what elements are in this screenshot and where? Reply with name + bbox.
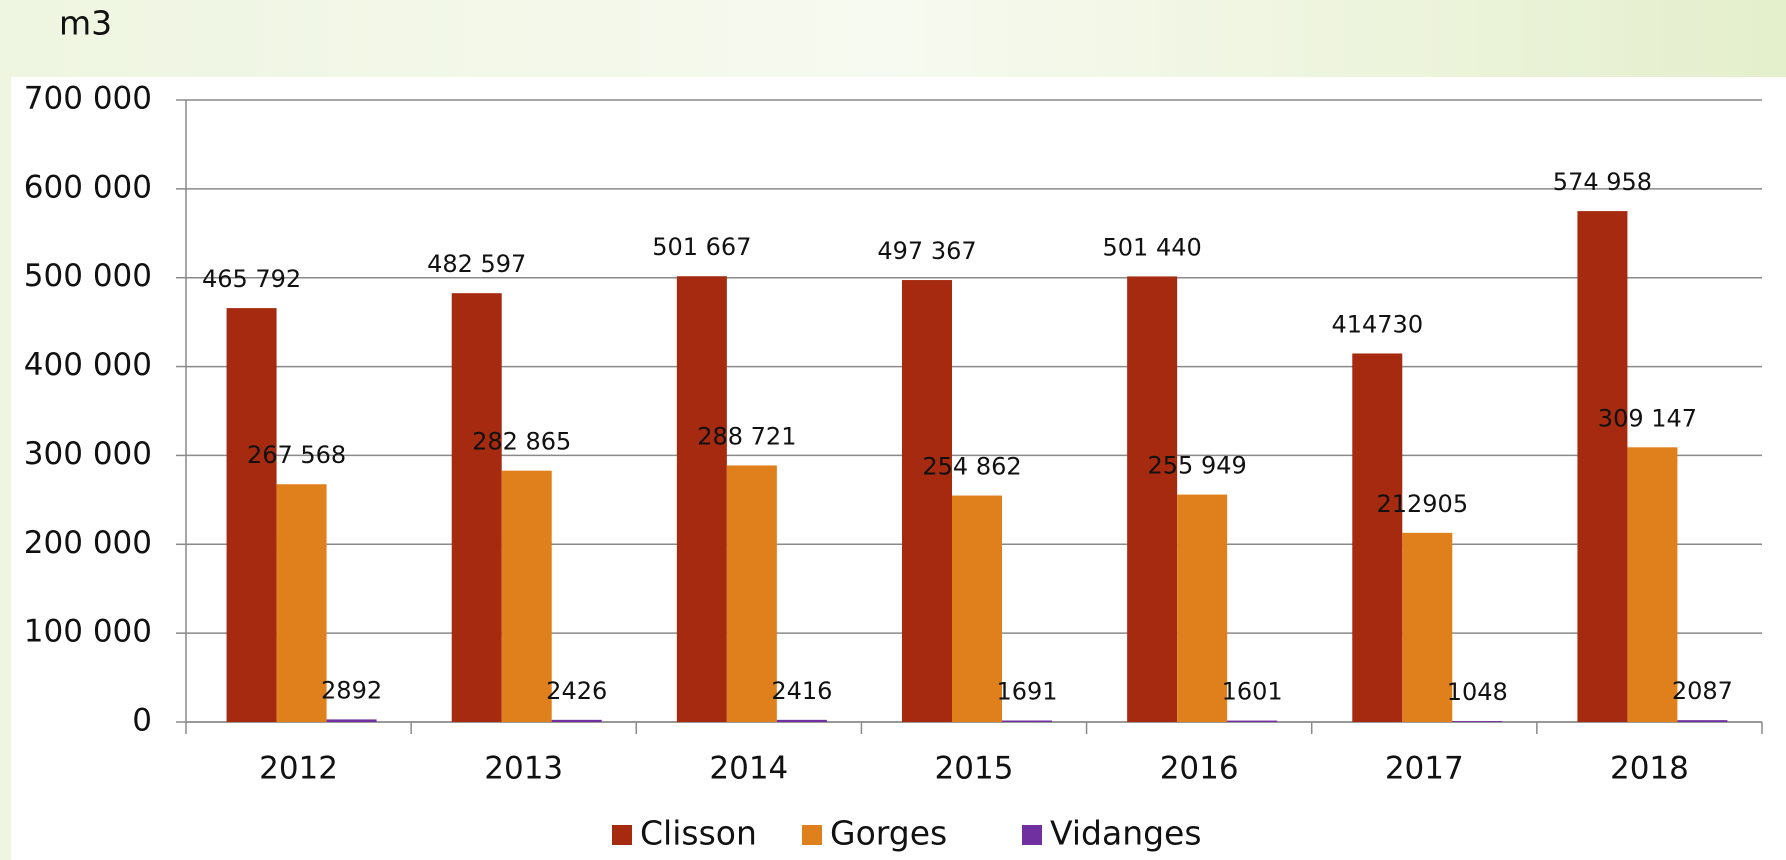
y-tick-label: 300 000 (24, 436, 152, 472)
bar (1452, 721, 1503, 722)
x-tick-label: 2015 (935, 751, 1014, 787)
y-tick-label: 600 000 (24, 169, 152, 205)
bar (451, 293, 502, 722)
data-label: 267 568 (247, 441, 346, 469)
bar (902, 280, 952, 722)
bar (551, 719, 602, 722)
bar (1577, 211, 1628, 722)
y-tick-label: 200 000 (24, 525, 152, 561)
x-tick-label: 2014 (709, 751, 788, 787)
bar (726, 465, 777, 722)
legend-label: Gorges (830, 814, 947, 853)
bar (326, 719, 377, 722)
bar (226, 308, 277, 722)
data-label: 501 667 (652, 233, 751, 261)
legend-swatch (1022, 825, 1042, 845)
data-label: 212905 (1376, 490, 1468, 518)
data-label: 482 597 (427, 250, 526, 278)
legend-swatch (802, 825, 822, 845)
bar (1177, 494, 1228, 722)
x-tick-label: 2012 (259, 751, 338, 787)
x-tick-label: 2018 (1610, 751, 1689, 787)
legend-swatch (612, 825, 632, 845)
bar (1227, 720, 1278, 722)
data-label: 309 147 (1598, 404, 1697, 432)
bar (1002, 720, 1052, 722)
y-tick-label: 100 000 (24, 614, 152, 650)
bar (1127, 276, 1178, 722)
x-tick-label: 2016 (1160, 751, 1239, 787)
data-label: 2426 (546, 677, 607, 705)
bar (1352, 353, 1403, 722)
bar (276, 484, 327, 722)
x-tick-label: 2017 (1385, 751, 1464, 787)
data-label: 497 367 (877, 237, 976, 265)
bar (676, 276, 727, 722)
legend-label: Clisson (640, 814, 757, 853)
data-label: 574 958 (1553, 168, 1652, 196)
data-label: 501 440 (1103, 233, 1202, 261)
bar (776, 719, 827, 722)
bar (1402, 532, 1453, 722)
y-tick-label: 400 000 (24, 347, 152, 383)
y-axis-label: m3 (59, 4, 112, 43)
bar (1627, 447, 1678, 722)
data-label: 465 792 (202, 265, 301, 293)
data-label: 1601 (1222, 678, 1283, 706)
data-label: 282 865 (472, 428, 571, 456)
bar (501, 470, 552, 722)
data-label: 288 721 (697, 422, 796, 450)
data-label: 1048 (1447, 678, 1508, 706)
y-tick-label: 700 000 (24, 81, 152, 117)
legend-label: Vidanges (1050, 814, 1202, 853)
bar (1677, 720, 1728, 722)
x-tick-label: 2013 (484, 751, 563, 787)
data-label: 255 949 (1148, 452, 1247, 480)
data-label: 2087 (1672, 677, 1733, 705)
bar (952, 495, 1002, 722)
y-tick-label: 500 000 (24, 258, 152, 294)
y-tick-label: 0 (132, 703, 152, 739)
data-label: 1691 (996, 677, 1057, 705)
plot-panel (11, 77, 1786, 860)
data-label: 254 862 (922, 453, 1021, 481)
data-label: 414730 (1331, 310, 1423, 338)
data-label: 2416 (771, 677, 832, 705)
data-label: 2892 (321, 676, 382, 704)
